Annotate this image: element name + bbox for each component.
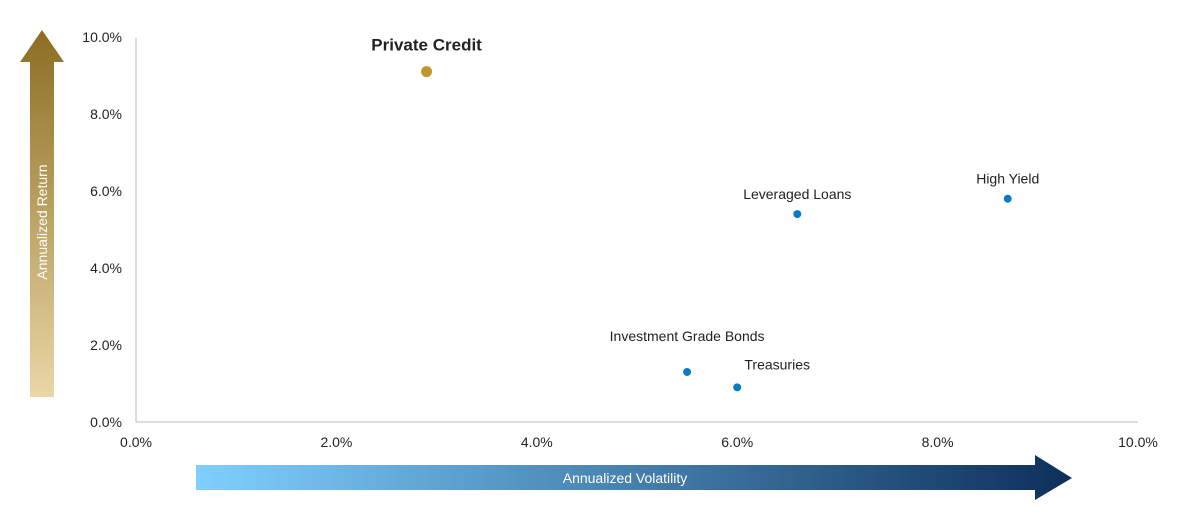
x-axis-label: Annualized Volatility bbox=[563, 470, 688, 486]
y-axis-label: Annualized Return bbox=[34, 164, 50, 279]
y-tick-label: 6.0% bbox=[90, 183, 122, 199]
y-tick-label: 8.0% bbox=[90, 106, 122, 122]
data-point-label: Treasuries bbox=[744, 356, 810, 372]
x-tick-label: 10.0% bbox=[1118, 434, 1158, 450]
y-tick-label: 10.0% bbox=[82, 29, 122, 45]
data-point-label: Private Credit bbox=[371, 36, 482, 55]
data-point bbox=[683, 367, 692, 376]
data-point bbox=[1003, 194, 1012, 203]
x-tick-label: 6.0% bbox=[721, 434, 753, 450]
return-arrow bbox=[20, 30, 64, 397]
x-tick-label: 4.0% bbox=[521, 434, 553, 450]
y-tick-label: 2.0% bbox=[90, 337, 122, 353]
data-point bbox=[793, 210, 802, 219]
x-tick-label: 0.0% bbox=[120, 434, 152, 450]
data-point-label: Leveraged Loans bbox=[743, 186, 851, 202]
data-point-label: High Yield bbox=[976, 171, 1039, 187]
y-tick-label: 4.0% bbox=[90, 260, 122, 276]
x-tick-label: 2.0% bbox=[320, 434, 352, 450]
data-point-label: Investment Grade Bonds bbox=[610, 328, 765, 344]
y-tick-label: 0.0% bbox=[90, 414, 122, 430]
volatility-arrow bbox=[196, 455, 1072, 500]
data-point bbox=[733, 383, 742, 392]
data-point bbox=[421, 66, 433, 78]
x-tick-label: 8.0% bbox=[922, 434, 954, 450]
